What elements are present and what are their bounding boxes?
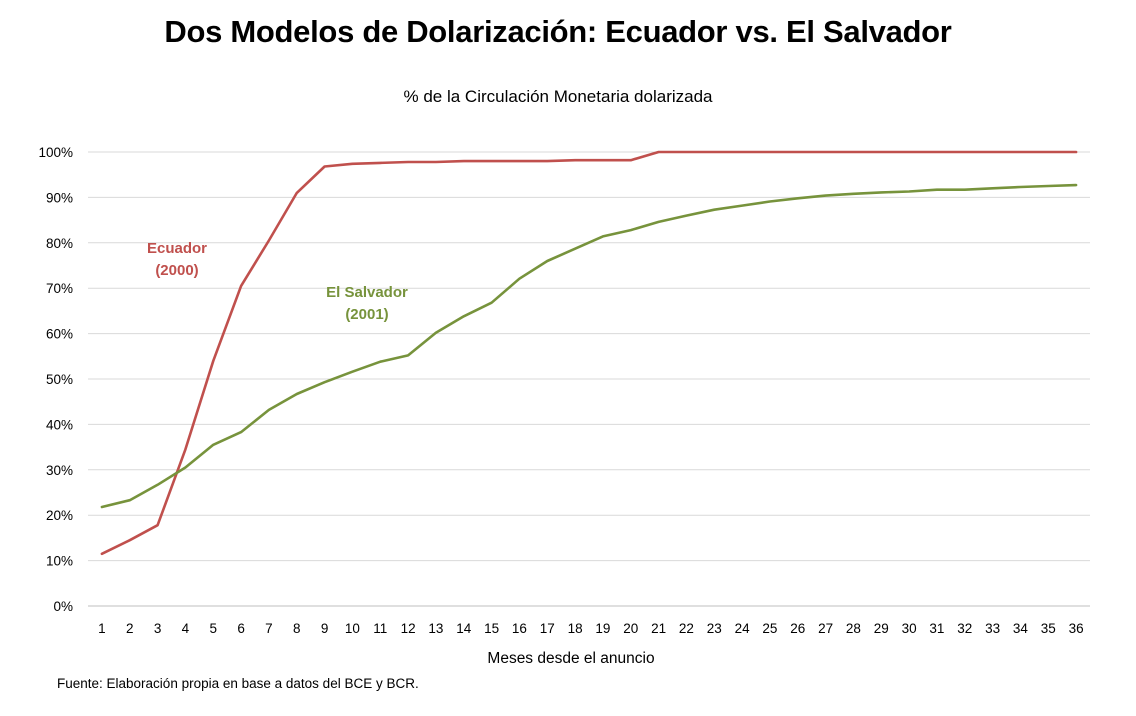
x-axis-title: Meses desde el anuncio bbox=[487, 650, 654, 667]
x-tick-label: 12 bbox=[401, 621, 416, 636]
x-tick-label: 18 bbox=[568, 621, 583, 636]
y-tick-label: 40% bbox=[46, 417, 73, 432]
x-tick-label: 5 bbox=[209, 621, 217, 636]
y-tick-label: 100% bbox=[38, 145, 73, 160]
series-line-el-salvador bbox=[100, 183, 1078, 509]
x-tick-label: 21 bbox=[651, 621, 666, 636]
x-tick-label: 25 bbox=[762, 621, 777, 636]
x-tick-label: 4 bbox=[182, 621, 190, 636]
x-tick-label: 14 bbox=[456, 621, 472, 636]
x-tick-label: 24 bbox=[735, 621, 751, 636]
y-tick-label: 20% bbox=[46, 508, 73, 523]
x-tick-label: 30 bbox=[902, 621, 917, 636]
series-lines bbox=[100, 150, 1078, 556]
x-tick-label: 28 bbox=[846, 621, 861, 636]
source-note: Fuente: Elaboración propia en base a dat… bbox=[57, 676, 419, 691]
series-annotation-el-salvador: El Salvador bbox=[326, 284, 408, 301]
x-tick-label: 7 bbox=[265, 621, 273, 636]
x-tick-label: 32 bbox=[957, 621, 972, 636]
y-tick-label: 50% bbox=[46, 372, 73, 387]
x-tick-label: 11 bbox=[373, 621, 387, 636]
x-tick-label: 23 bbox=[707, 621, 722, 636]
y-tick-label: 70% bbox=[46, 281, 73, 296]
chart-title: Dos Modelos de Dolarización: Ecuador vs.… bbox=[164, 14, 952, 49]
x-tick-label: 16 bbox=[512, 621, 527, 636]
x-tick-label: 20 bbox=[623, 621, 638, 636]
x-tick-label: 8 bbox=[293, 621, 301, 636]
y-tick-label: 60% bbox=[46, 327, 73, 342]
gridlines bbox=[88, 151, 1090, 607]
x-tick-label: 26 bbox=[790, 621, 805, 636]
series-line-ecuador bbox=[100, 150, 1078, 556]
y-tick-label: 30% bbox=[46, 463, 73, 478]
series-annotations: Ecuador (2000) El Salvador (2001) bbox=[147, 240, 408, 323]
y-tick-label: 90% bbox=[46, 190, 73, 205]
series-annotation-ecuador: Ecuador bbox=[147, 240, 207, 257]
x-tick-label: 31 bbox=[929, 621, 944, 636]
series-annotation-el-salvador: (2001) bbox=[345, 306, 388, 323]
series-annotation-ecuador: (2000) bbox=[155, 262, 198, 279]
x-tick-label: 3 bbox=[154, 621, 162, 636]
y-tick-label: 0% bbox=[53, 599, 73, 614]
y-tick-label: 80% bbox=[46, 236, 73, 251]
y-tick-label: 10% bbox=[46, 554, 73, 569]
x-tick-label: 34 bbox=[1013, 621, 1029, 636]
x-tick-label: 13 bbox=[428, 621, 443, 636]
x-tick-label: 33 bbox=[985, 621, 1000, 636]
y-axis-ticks: 0% 10% 20% 30% 40% 50% 60% 70% 80% 90% 100% bbox=[38, 145, 73, 614]
x-tick-label: 10 bbox=[345, 621, 360, 636]
x-tick-label: 29 bbox=[874, 621, 889, 636]
x-tick-label: 15 bbox=[484, 621, 499, 636]
chart-subtitle: % de la Circulación Monetaria dolarizada bbox=[403, 87, 713, 106]
x-tick-label: 17 bbox=[540, 621, 555, 636]
x-tick-label: 9 bbox=[321, 621, 329, 636]
x-axis-ticks: 1 2 3 4 5 6 7 8 9 10 11 12 13 14 15 16 17 18 19 20 21 22 23 24 2… bbox=[98, 621, 1083, 636]
x-tick-label: 27 bbox=[818, 621, 833, 636]
x-tick-label: 35 bbox=[1041, 621, 1056, 636]
x-tick-label: 19 bbox=[595, 621, 610, 636]
x-tick-label: 22 bbox=[679, 621, 694, 636]
x-tick-label: 36 bbox=[1069, 621, 1084, 636]
x-tick-label: 6 bbox=[237, 621, 245, 636]
x-tick-label: 1 bbox=[98, 621, 106, 636]
x-tick-label: 2 bbox=[126, 621, 134, 636]
